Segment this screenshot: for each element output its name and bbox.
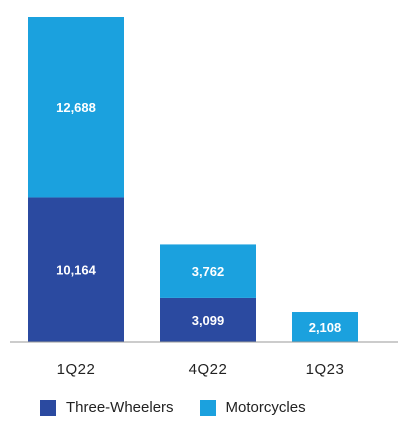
bars-group: 10,164 12,688 3,099 3,762 2,108 [28,17,358,342]
legend-item-motorcycles: Motorcycles [199,399,306,416]
x-tick-label-1q23: 1Q23 [306,361,345,378]
bar-1q22-three-wheelers [28,197,124,342]
legend-label-motorcycles: Motorcycles [225,399,306,416]
data-label-1q22-three-wheelers: 10,164 [56,263,97,278]
legend-item-three-wheelers: Three-Wheelers [40,399,174,416]
legend-swatch-three-wheelers [40,399,56,416]
data-label-1q22-motorcycles: 12,688 [56,100,96,115]
legend-swatch-motorcycles [199,399,216,416]
bar-1q23-motorcycles [292,312,358,342]
x-tick-label-1q22: 1Q22 [57,361,96,378]
legend-label-three-wheelers: Three-Wheelers [66,399,174,416]
data-label-4q22-motorcycles: 3,762 [192,264,225,279]
bar-4q22-three-wheelers [160,297,256,342]
bar-1q22-motorcycles [28,17,124,198]
data-label-4q22-three-wheelers: 3,099 [192,313,225,328]
x-tick-label-4q22: 4Q22 [189,361,228,378]
bar-4q22-motorcycles [160,244,256,298]
data-label-1q23-motorcycles: 2,108 [309,320,342,335]
x-tick-labels: 1Q22 4Q22 1Q23 [57,361,345,378]
legend: Three-Wheelers Motorcycles [40,399,306,416]
